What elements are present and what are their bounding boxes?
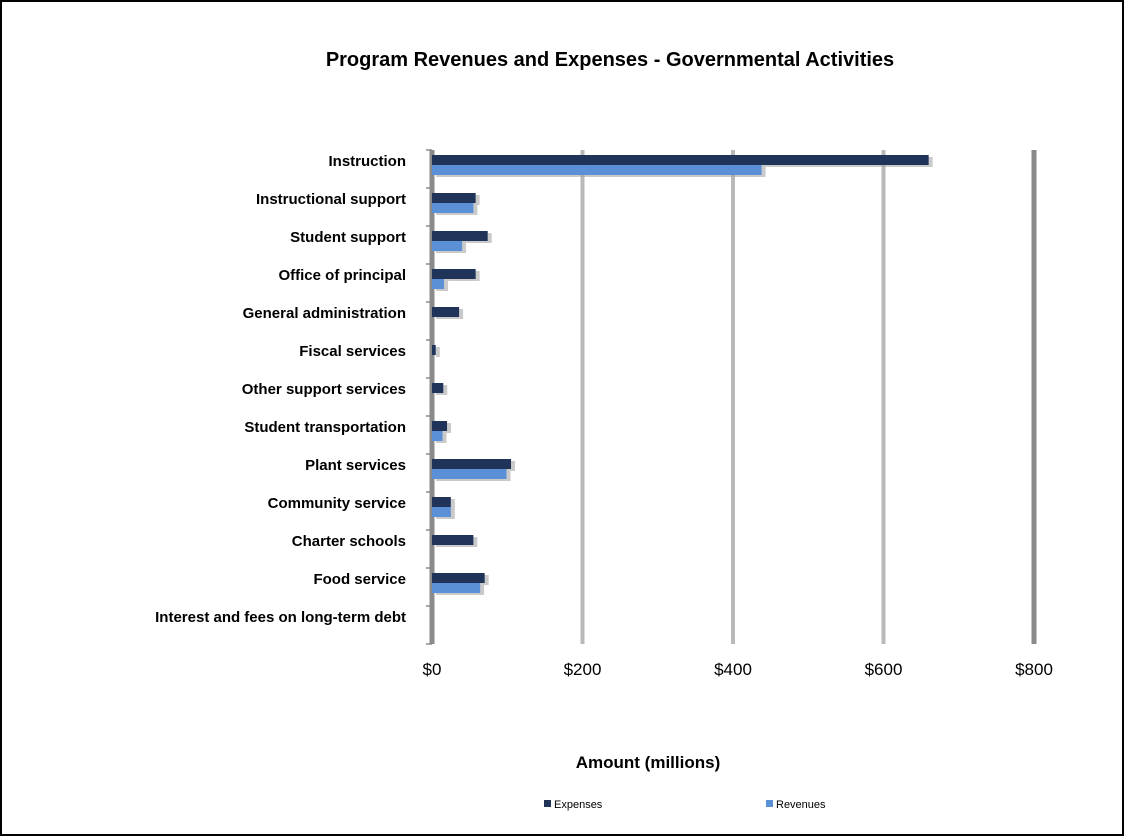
revenues-bar: [432, 203, 474, 213]
x-tick-label: $200: [564, 660, 602, 679]
expenses-bar: [432, 269, 476, 279]
category-label: Student support: [290, 229, 406, 246]
expenses-bar: [432, 573, 485, 583]
x-tick-label: $600: [865, 660, 903, 679]
expenses-bar: [432, 345, 436, 355]
x-tick-label: $0: [423, 660, 442, 679]
revenues-bar: [432, 469, 507, 479]
expenses-bar: [432, 383, 444, 393]
category-label: Instructional support: [256, 191, 406, 208]
revenues-bar: [432, 165, 762, 175]
revenues-bar: [432, 431, 443, 441]
x-tick-label: $400: [714, 660, 752, 679]
revenues-bar: [432, 279, 445, 289]
chart-title: Program Revenues and Expenses - Governme…: [326, 49, 894, 71]
bar-shadow: [436, 347, 440, 357]
category-label: Other support services: [242, 381, 406, 398]
legend-label-expenses: Expenses: [554, 799, 603, 811]
expenses-bar: [432, 231, 488, 241]
category-label: Student transportation: [244, 419, 406, 436]
expenses-bar: [432, 535, 474, 545]
category-label: Instruction: [329, 153, 407, 170]
expenses-bar: [432, 307, 460, 317]
legend-swatch-revenues: [766, 800, 773, 807]
category-label: Community service: [268, 495, 406, 512]
expenses-bar: [432, 459, 512, 469]
expenses-bar: [432, 421, 448, 431]
category-label: Charter schools: [292, 533, 406, 550]
legend-swatch-expenses: [544, 800, 551, 807]
category-label: Interest and fees on long-term debt: [155, 609, 406, 626]
category-label: Office of principal: [278, 267, 406, 284]
expenses-bar: [432, 497, 451, 507]
category-label: Plant services: [305, 457, 406, 474]
x-axis-label: Amount (millions): [576, 753, 720, 772]
legend-label-revenues: Revenues: [776, 799, 826, 811]
category-label: Fiscal services: [299, 343, 406, 360]
expenses-bar: [432, 155, 929, 165]
category-label: Food service: [313, 571, 406, 588]
category-label: General administration: [243, 305, 406, 322]
x-tick-label: $800: [1015, 660, 1053, 679]
legend: Expenses Revenues: [544, 799, 826, 811]
revenues-bar: [432, 507, 451, 517]
revenues-bar: [432, 583, 481, 593]
revenues-bar: [432, 241, 463, 251]
expenses-bar: [432, 193, 476, 203]
